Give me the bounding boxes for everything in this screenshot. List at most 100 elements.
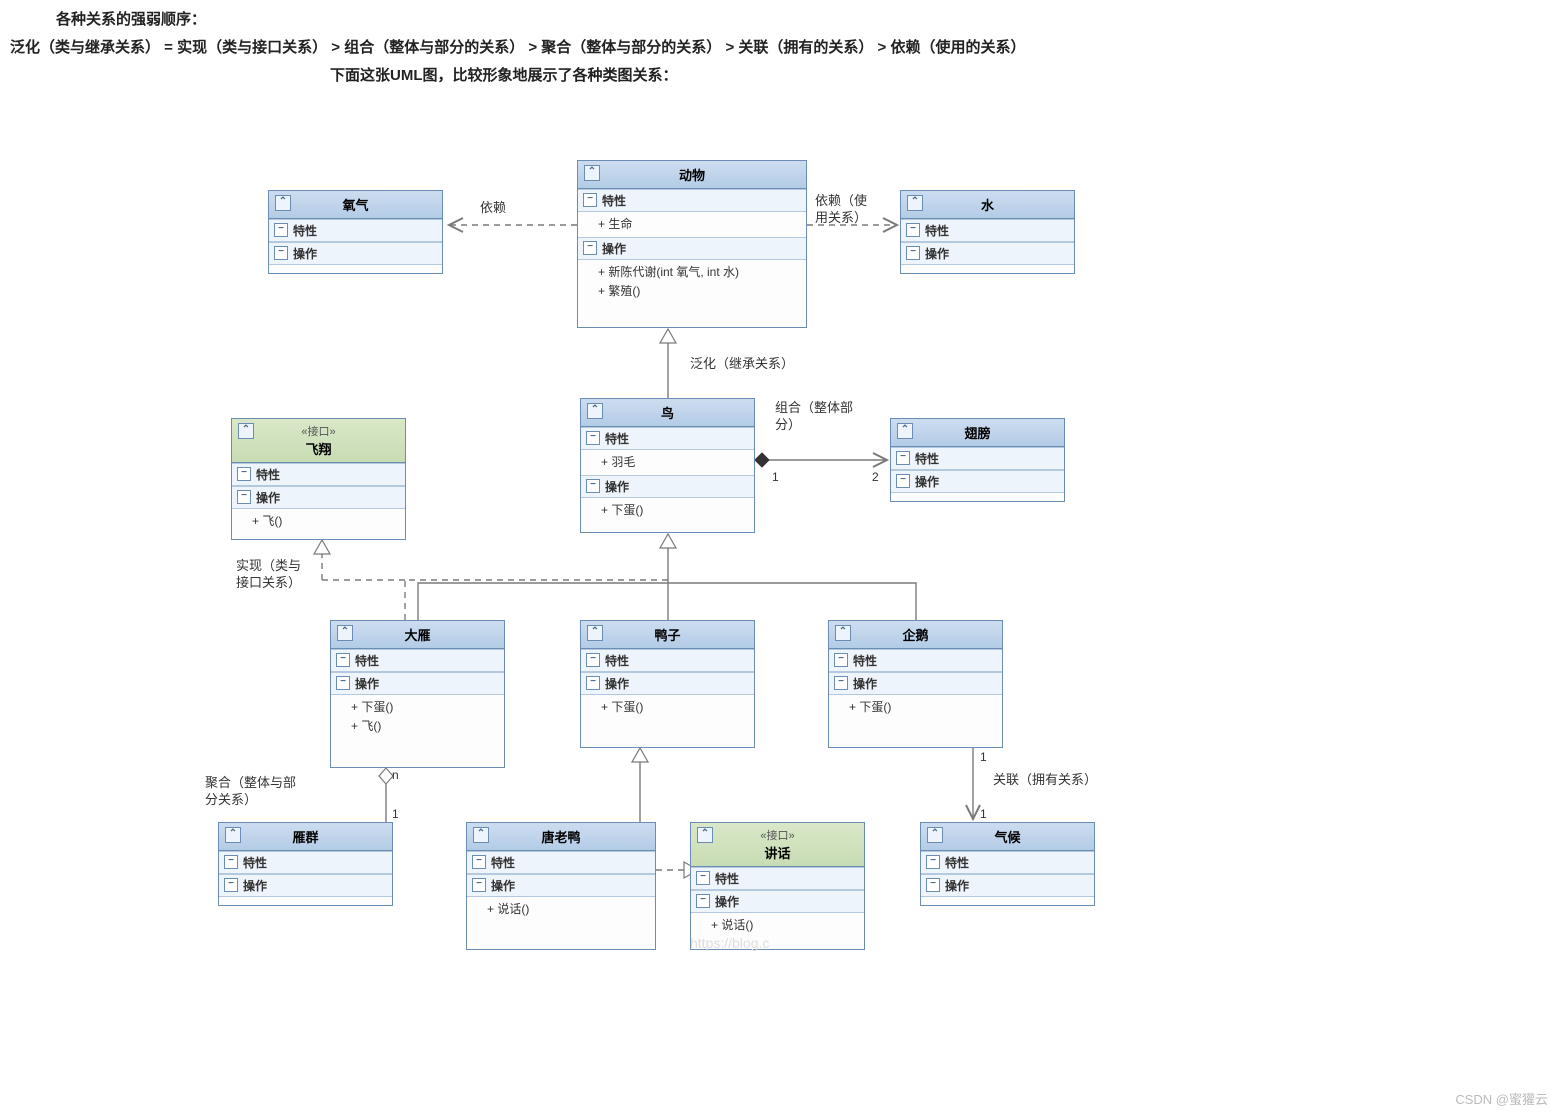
label-dependency-1: 依赖 xyxy=(480,200,506,217)
collapse-chevron-icon: ⌃ xyxy=(337,625,353,641)
class-title: ⌃ 大雁 xyxy=(331,621,504,649)
op-section-header: −操作 xyxy=(829,672,1002,695)
minus-icon: − xyxy=(586,653,600,667)
op-section-header: −操作 xyxy=(219,874,392,897)
op-section-label: 操作 xyxy=(605,677,629,691)
class-title: ⌃鸭子 xyxy=(581,621,754,649)
mult-agg-from: 1 xyxy=(392,807,399,821)
op-item: + 说话() xyxy=(711,915,856,934)
minus-icon: − xyxy=(336,676,350,690)
class-title: ⌃动物 xyxy=(578,161,806,189)
op-section-header: −操作 xyxy=(581,672,754,695)
op-section-label: 操作 xyxy=(945,879,969,893)
minus-icon: − xyxy=(586,479,600,493)
uml-class-speak: ⌃«接口»讲话−特性−操作+ 说话() xyxy=(690,822,865,950)
attr-section-label: 特性 xyxy=(355,654,379,668)
collapse-chevron-icon: ⌃ xyxy=(225,827,241,843)
label-association: 关联（拥有关系） xyxy=(993,772,1097,789)
attr-section-header: −特性 xyxy=(467,851,655,874)
mult-comp-to: 2 xyxy=(872,470,879,484)
op-section-header: −操作 xyxy=(269,242,442,265)
minus-icon: − xyxy=(472,878,486,892)
minus-icon: − xyxy=(237,467,251,481)
attr-section-header: −特性 xyxy=(829,649,1002,672)
uml-class-oxygen: ⌃氧气−特性−操作 xyxy=(268,190,443,274)
attr-section-header: −特性 xyxy=(219,851,392,874)
op-item: + 新陈代谢(int 氧气, int 水) xyxy=(598,262,798,281)
minus-icon: − xyxy=(583,241,597,255)
minus-icon: − xyxy=(926,855,940,869)
op-section-label: 操作 xyxy=(491,879,515,893)
minus-icon: − xyxy=(906,246,920,260)
attr-section-label: 特性 xyxy=(605,432,629,446)
op-item: + 飞() xyxy=(351,716,496,735)
uml-class-donald: ⌃唐老鸭−特性−操作+ 说话() xyxy=(466,822,656,950)
op-section-header: −操作 xyxy=(891,470,1064,493)
op-members: + 新陈代谢(int 氧气, int 水)+ 繁殖() xyxy=(578,260,806,304)
op-section-label: 操作 xyxy=(243,879,267,893)
class-title: ⌃ 雁群 xyxy=(219,823,392,851)
uml-class-goose: ⌃大雁−特性−操作+ 下蛋()+ 飞() xyxy=(330,620,505,768)
op-members: + 下蛋() xyxy=(829,695,1002,720)
attr-section-label: 特性 xyxy=(243,856,267,870)
op-section-header: −操作 xyxy=(467,874,655,897)
attr-section-label: 特性 xyxy=(715,872,739,886)
collapse-chevron-icon: ⌃ xyxy=(927,827,943,843)
header-line-1: 各种关系的强弱顺序： xyxy=(56,6,206,33)
minus-icon: − xyxy=(586,431,600,445)
op-section-label: 操作 xyxy=(355,677,379,691)
attr-section-label: 特性 xyxy=(602,194,626,208)
op-section-header: −操作 xyxy=(581,475,754,498)
class-title: ⌃«接口»飞翔 xyxy=(232,419,405,463)
op-members: + 下蛋() xyxy=(581,695,754,720)
minus-icon: − xyxy=(224,855,238,869)
minus-icon: − xyxy=(834,653,848,667)
collapse-chevron-icon: ⌃ xyxy=(238,423,254,439)
collapse-chevron-icon: ⌃ xyxy=(587,403,603,419)
attr-section-label: 特性 xyxy=(491,856,515,870)
collapse-chevron-icon: ⌃ xyxy=(697,827,713,843)
class-name: 鸟 xyxy=(661,406,674,421)
op-item: + 飞() xyxy=(252,511,397,530)
minus-icon: − xyxy=(274,223,288,237)
op-section-label: 操作 xyxy=(853,677,877,691)
minus-icon: − xyxy=(896,451,910,465)
minus-icon: − xyxy=(906,223,920,237)
class-name: 氧气 xyxy=(342,198,368,213)
class-title: ⌃氧气 xyxy=(269,191,442,219)
header-line-3: 下面这张UML图，比较形象地展示了各种类图关系： xyxy=(330,62,678,89)
class-name: 水 xyxy=(981,198,994,213)
collapse-chevron-icon: ⌃ xyxy=(907,195,923,211)
collapse-chevron-icon: ⌃ xyxy=(835,625,851,641)
minus-icon: − xyxy=(274,246,288,260)
attr-members: + 羽毛 xyxy=(581,450,754,475)
minus-icon: − xyxy=(586,676,600,690)
class-name: 雁群 xyxy=(292,830,318,845)
class-name: 鸭子 xyxy=(654,628,680,643)
attr-section-header: −特性 xyxy=(581,649,754,672)
mult-assoc-from: 1 xyxy=(980,750,987,764)
uml-class-duck: ⌃鸭子−特性−操作+ 下蛋() xyxy=(580,620,755,748)
op-section-label: 操作 xyxy=(293,247,317,261)
class-title: ⌃翅膀 xyxy=(891,419,1064,447)
class-title: ⌃鸟 xyxy=(581,399,754,427)
label-aggregation: 聚合（整体与部 分关系） xyxy=(205,775,296,809)
class-title: ⌃唐老鸭 xyxy=(467,823,655,851)
collapse-chevron-icon: ⌃ xyxy=(473,827,489,843)
class-name: 讲话 xyxy=(764,846,790,861)
class-title: ⌃企鹅 xyxy=(829,621,1002,649)
op-item: + 下蛋() xyxy=(601,697,746,716)
uml-class-bird: ⌃鸟−特性+ 羽毛−操作+ 下蛋() xyxy=(580,398,755,533)
attr-section-label: 特性 xyxy=(945,856,969,870)
op-section-header: −操作 xyxy=(691,890,864,913)
attr-section-header: −特性 xyxy=(581,427,754,450)
minus-icon: − xyxy=(896,474,910,488)
attr-section-label: 特性 xyxy=(293,224,317,238)
class-name: 大雁 xyxy=(404,628,430,643)
op-section-header: −操作 xyxy=(331,672,504,695)
op-section-header: −操作 xyxy=(921,874,1094,897)
op-section-header: −操作 xyxy=(232,486,405,509)
class-name: 气候 xyxy=(994,830,1020,845)
attr-section-header: −特性 xyxy=(331,649,504,672)
mult-comp-from: 1 xyxy=(772,470,779,484)
